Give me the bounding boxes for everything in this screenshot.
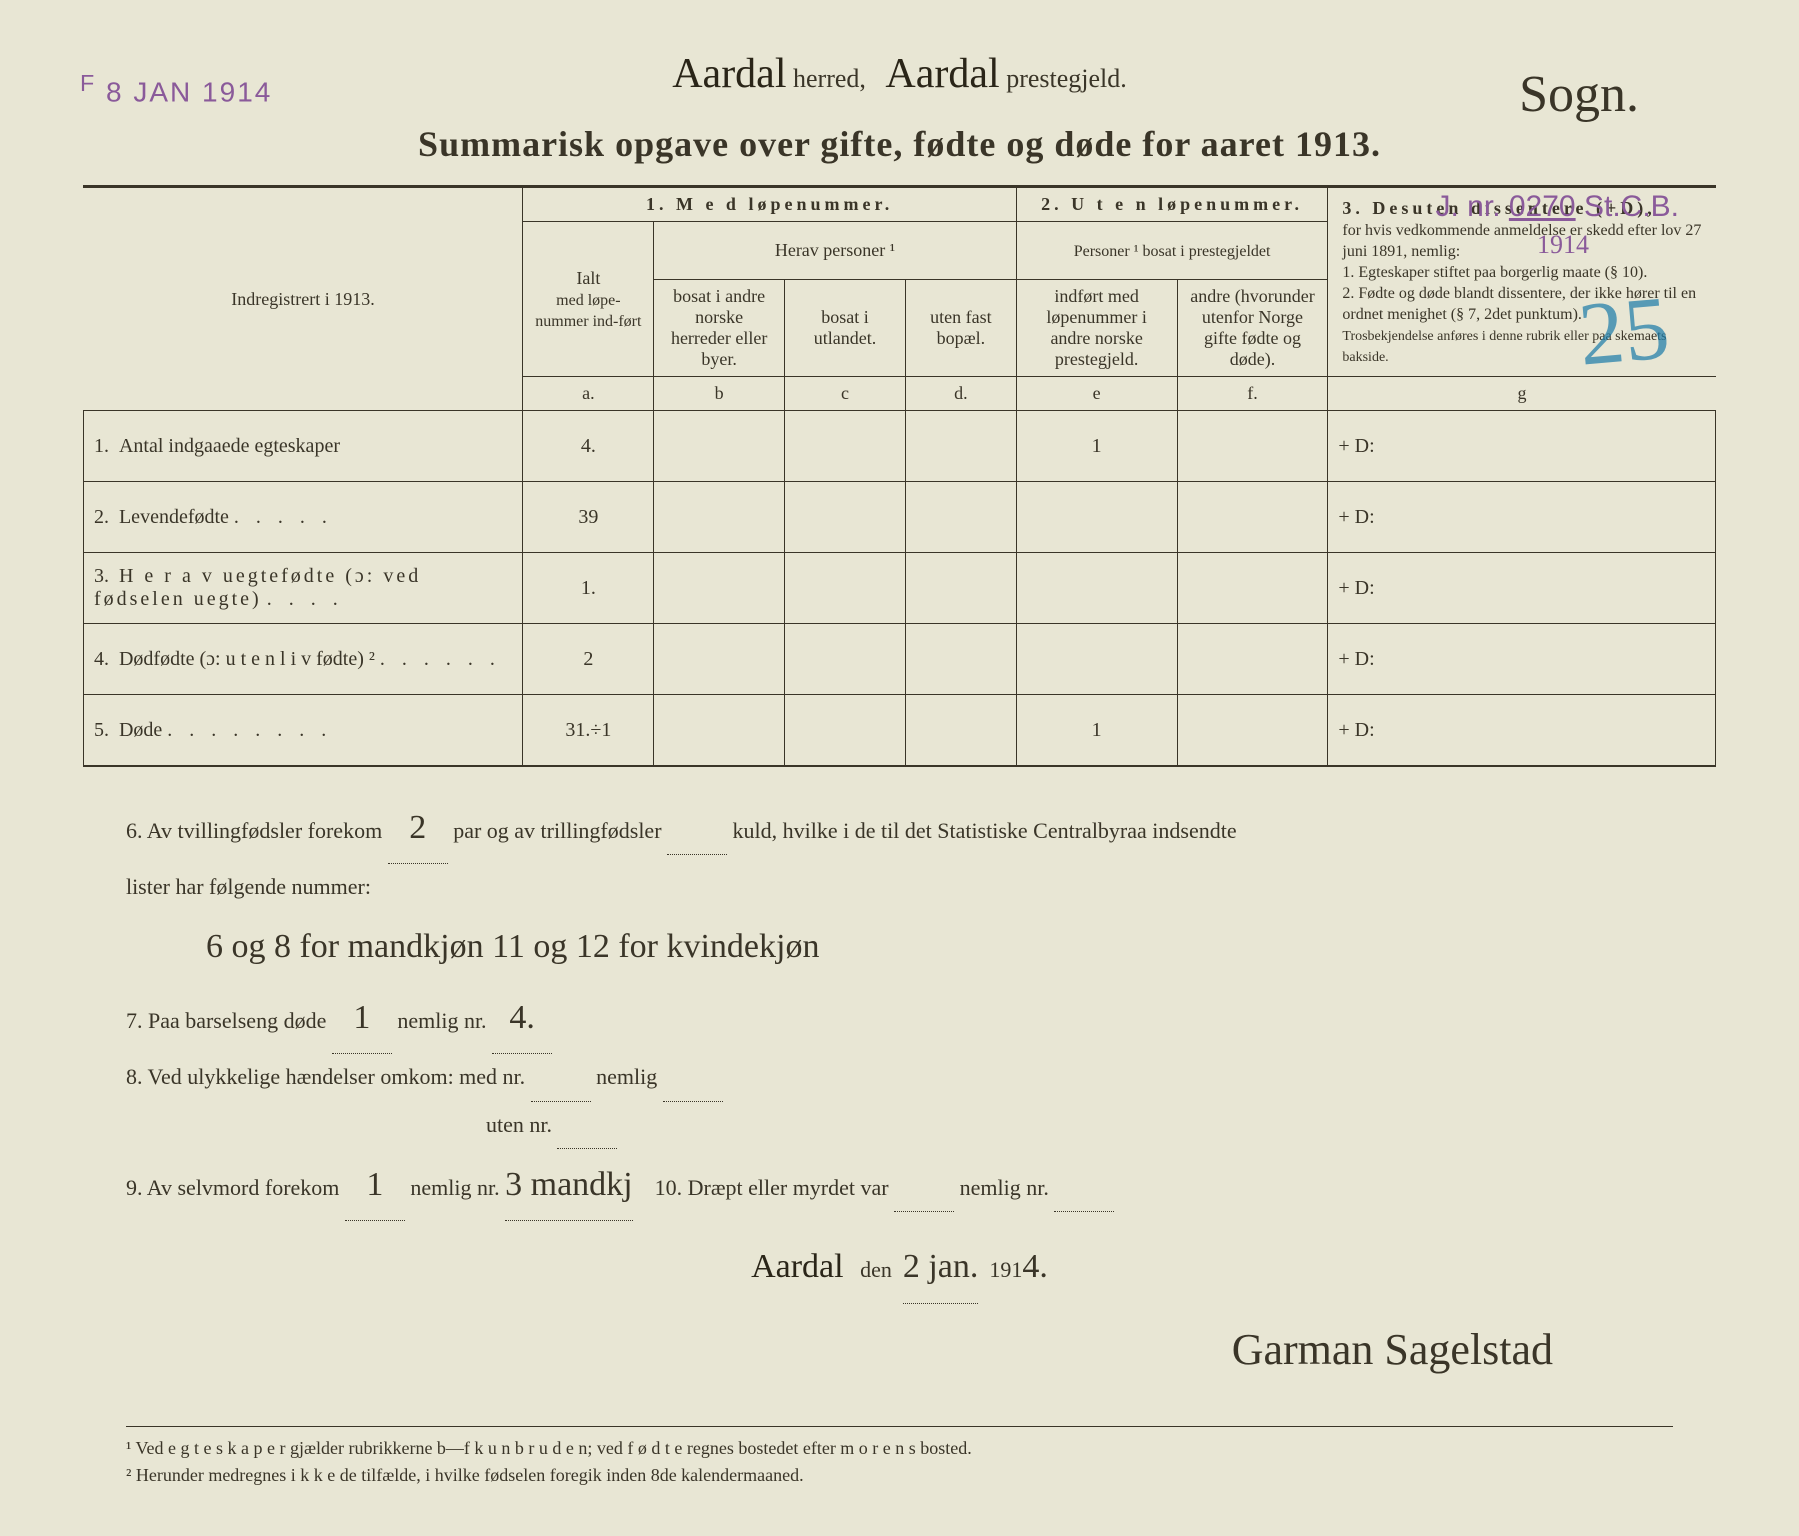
region-label: Sogn. bbox=[1519, 65, 1639, 124]
col-b-header: bosat i andre norske herreder eller byer… bbox=[654, 280, 785, 377]
table-row: 1. Antal indgaaede egteskaper 4. 1 + D: bbox=[83, 411, 1715, 482]
col-letter-g: g bbox=[1328, 377, 1716, 411]
table-body: 1. Antal indgaaede egteskaper 4. 1 + D: … bbox=[83, 411, 1715, 767]
col-group-med: 1. M e d løpenummer. bbox=[523, 187, 1016, 222]
col-letter-d: d. bbox=[905, 377, 1016, 411]
line-9-10: 9. Av selvmord forekom 1 nemlig nr. 3 ma… bbox=[126, 1149, 1673, 1221]
line-6b: lister har følgende nummer: bbox=[126, 864, 1673, 910]
col-e-header: indført med løpenummer i andre norske pr… bbox=[1016, 280, 1177, 377]
col-ef-top: Personer ¹ bosat i prestegjeldet bbox=[1016, 222, 1328, 280]
footnotes: ¹ Ved e g t e s k a p e r gjælder rubrik… bbox=[126, 1426, 1673, 1489]
col-c-header: bosat i utlandet. bbox=[785, 280, 906, 377]
col-d-header: uten fast bopæl. bbox=[905, 280, 1016, 377]
table-row: 5. Døde . . . . . . . . 31.÷1 1 + D: bbox=[83, 695, 1715, 767]
col-letter-a: a. bbox=[523, 377, 654, 411]
blue-annotation: 25 bbox=[1575, 276, 1674, 386]
signature-line: Aardal den 2 jan. 1914. bbox=[126, 1231, 1673, 1303]
col-herav: Herav personer ¹ bbox=[654, 222, 1017, 280]
footnote-1: ¹ Ved e g t e s k a p e r gjælder rubrik… bbox=[126, 1435, 1673, 1462]
col-letter-c: c bbox=[785, 377, 906, 411]
line-6-numbers: 6 og 8 for mandkjøn 11 og 12 for kvindek… bbox=[126, 911, 1673, 982]
summary-table: Indregistrert i 1913. 1. M e d løpenumme… bbox=[83, 185, 1716, 767]
col-f-header: andre (hvorunder utenfor Norge gifte fød… bbox=[1177, 280, 1328, 377]
col-indregistrert: Indregistrert i 1913. bbox=[83, 187, 523, 411]
line-6: 6. Av tvillingfødsler forekom 2 par og a… bbox=[126, 792, 1673, 864]
signature: Garman Sagelstad bbox=[126, 1304, 1553, 1396]
prestegjeld-value: Aardal bbox=[885, 51, 999, 97]
line-8b: uten nr. bbox=[126, 1102, 1673, 1149]
stamp-journal-number: J. nr. 0270 St.C.B. bbox=[1436, 190, 1680, 224]
header-line: Aardal herred, Aardal prestegjeld. bbox=[40, 50, 1759, 98]
herred-label: herred, bbox=[793, 64, 866, 93]
line-7: 7. Paa barselseng døde 1 nemlig nr. 4. bbox=[126, 982, 1673, 1054]
footnote-2: ² Herunder medregnes i k k e de tilfælde… bbox=[126, 1462, 1673, 1489]
lower-section: 6. Av tvillingfødsler forekom 2 par og a… bbox=[126, 792, 1673, 1396]
col-letter-b: b bbox=[654, 377, 785, 411]
col-letter-e: e bbox=[1016, 377, 1177, 411]
stamp-received-date: F 8 JAN 1914 bbox=[80, 70, 272, 108]
document-title: Summarisk opgave over gifte, fødte og dø… bbox=[40, 123, 1759, 165]
table-row: 3. H e r a v uegtefødte (ɔ: ved fødselen… bbox=[83, 553, 1715, 624]
prestegjeld-label: prestegjeld. bbox=[1006, 64, 1127, 93]
herred-value: Aardal bbox=[672, 51, 786, 97]
col-letter-f: f. bbox=[1177, 377, 1328, 411]
col-group-uten: 2. U t e n løpenummer. bbox=[1016, 187, 1328, 222]
col-a-header: Ialt med løpe-nummer ind-ført bbox=[523, 222, 654, 377]
table-row: 4. Dødfødte (ɔ: u t e n l i v fødte) ² .… bbox=[83, 624, 1715, 695]
document-page: F 8 JAN 1914 Sogn. Aardal herred, Aardal… bbox=[40, 50, 1759, 1506]
line-8: 8. Ved ulykkelige hændelser omkom: med n… bbox=[126, 1054, 1673, 1101]
stamp-journal-year: 1914 bbox=[1537, 230, 1589, 260]
table-row: 2. Levendefødte . . . . . 39 + D: bbox=[83, 482, 1715, 553]
